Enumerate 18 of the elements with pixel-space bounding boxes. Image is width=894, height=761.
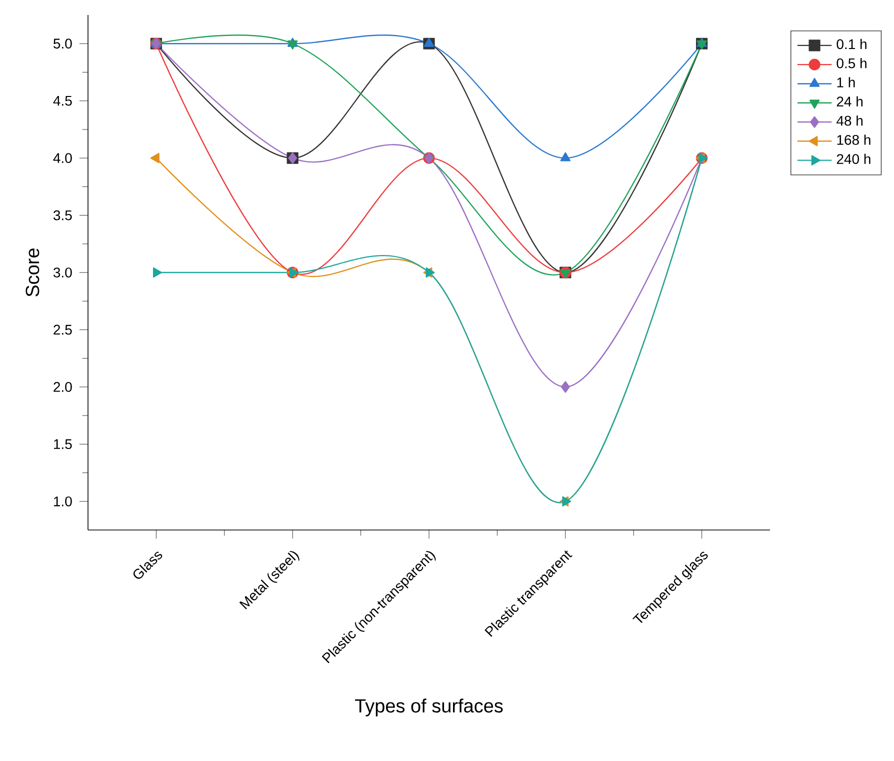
legend-label: 240 h <box>836 154 870 164</box>
y-tick-label: 5.0 <box>54 38 72 49</box>
y-tick-label: 4.5 <box>53 96 72 106</box>
y-tick-label: 2.5 <box>54 324 72 335</box>
y-tick-label: 3.5 <box>53 210 72 220</box>
y-tick-label: 1.5 <box>54 439 72 450</box>
legend-label: 1 h <box>837 77 855 88</box>
legend-label: 168 h <box>837 134 870 145</box>
legend-label: 0.5 h <box>836 58 866 68</box>
y-tick-label: 1.0 <box>54 496 72 506</box>
y-axis-title: Score <box>26 248 40 296</box>
x-axis-title: Types of surfaces <box>354 698 503 716</box>
y-tick-label: 3.0 <box>53 268 72 278</box>
y-tick-label: 4.0 <box>53 153 72 164</box>
legend-label: 0.1 h <box>836 38 866 50</box>
legend-label: 48 h <box>836 115 863 126</box>
legend-label: 24 h <box>836 96 863 106</box>
y-tick-label: 2.0 <box>54 382 72 392</box>
